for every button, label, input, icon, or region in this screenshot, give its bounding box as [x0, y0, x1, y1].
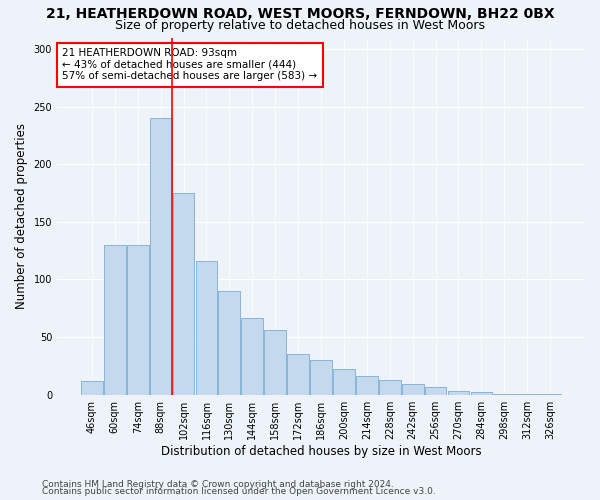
Bar [173, 193, 194, 394]
Text: Size of property relative to detached houses in West Moors: Size of property relative to detached ho… [115, 19, 485, 32]
Bar [104, 245, 126, 394]
Bar [196, 261, 217, 394]
Bar [150, 118, 172, 394]
X-axis label: Distribution of detached houses by size in West Moors: Distribution of detached houses by size … [161, 444, 481, 458]
Bar [127, 245, 149, 394]
Bar [310, 360, 332, 394]
Bar [81, 381, 103, 394]
Bar [448, 392, 469, 394]
Bar [333, 370, 355, 394]
Bar [356, 376, 378, 394]
Text: Contains public sector information licensed under the Open Government Licence v3: Contains public sector information licen… [42, 487, 436, 496]
Bar [287, 354, 309, 395]
Bar [402, 384, 424, 394]
Text: 21, HEATHERDOWN ROAD, WEST MOORS, FERNDOWN, BH22 0BX: 21, HEATHERDOWN ROAD, WEST MOORS, FERNDO… [46, 8, 554, 22]
Text: Contains HM Land Registry data © Crown copyright and database right 2024.: Contains HM Land Registry data © Crown c… [42, 480, 394, 489]
Bar [241, 318, 263, 394]
Y-axis label: Number of detached properties: Number of detached properties [15, 123, 28, 309]
Bar [425, 386, 446, 394]
Bar [379, 380, 401, 394]
Bar [470, 392, 492, 394]
Text: 21 HEATHERDOWN ROAD: 93sqm
← 43% of detached houses are smaller (444)
57% of sem: 21 HEATHERDOWN ROAD: 93sqm ← 43% of deta… [62, 48, 317, 82]
Bar [218, 291, 240, 395]
Bar [265, 330, 286, 394]
